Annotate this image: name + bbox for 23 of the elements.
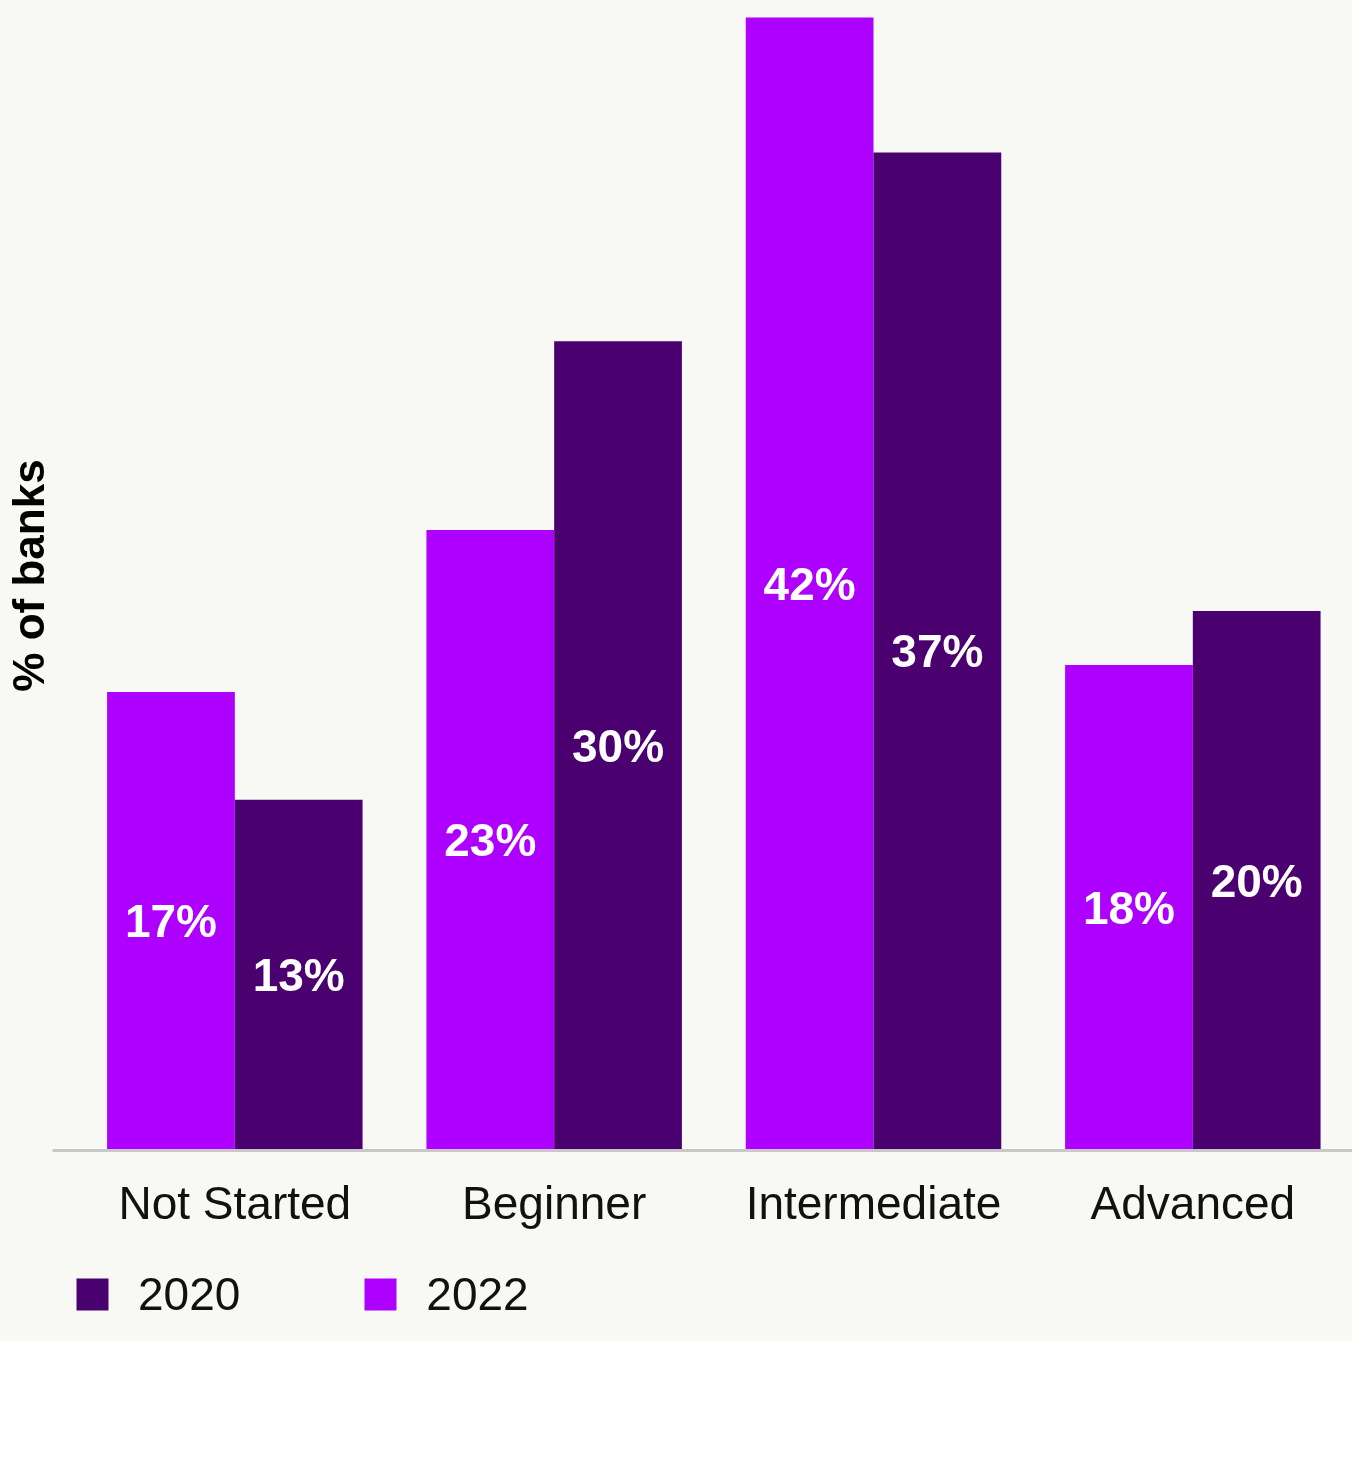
x-tick-label: Intermediate bbox=[745, 1176, 1002, 1229]
data-label: 18% bbox=[1082, 881, 1176, 934]
bar bbox=[873, 152, 1002, 1151]
legend-label: 2020 bbox=[138, 1267, 241, 1321]
y-axis-title: % of banks bbox=[3, 459, 53, 692]
bar bbox=[554, 341, 682, 1151]
data-label: 17% bbox=[124, 895, 218, 948]
data-label: 20% bbox=[1210, 854, 1303, 907]
data-label: 37% bbox=[891, 625, 984, 678]
legend-label: 2022 bbox=[426, 1267, 529, 1321]
bar bbox=[1192, 610, 1321, 1151]
data-label: 23% bbox=[444, 814, 537, 867]
bar bbox=[107, 691, 235, 1151]
x-tick-label: Beginner bbox=[462, 1176, 647, 1229]
bar bbox=[1065, 664, 1193, 1151]
x-tick-label: Not Started bbox=[118, 1176, 352, 1229]
bar bbox=[234, 799, 363, 1151]
bar bbox=[426, 530, 555, 1151]
x-tick-label: Advanced bbox=[1090, 1176, 1296, 1229]
bar bbox=[745, 17, 874, 1151]
data-label: 13% bbox=[252, 949, 345, 1002]
data-label: 30% bbox=[572, 719, 665, 772]
data-label: 42% bbox=[763, 558, 856, 610]
